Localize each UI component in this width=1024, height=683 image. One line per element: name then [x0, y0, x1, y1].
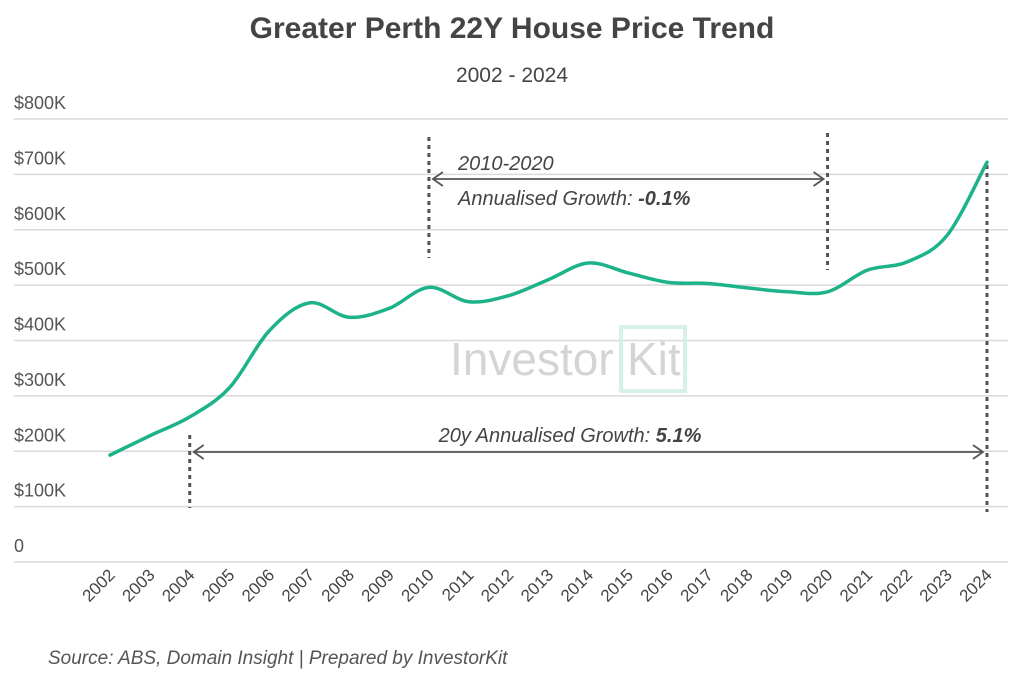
chart-title: Greater Perth 22Y House Price Trend — [250, 12, 775, 45]
chart-subtitle: 2002 - 2024 — [456, 64, 568, 87]
x-tick-label: 2010 — [398, 565, 438, 605]
source-note: Source: ABS, Domain Insight | Prepared b… — [48, 648, 508, 669]
x-tick-label: 2009 — [358, 565, 398, 605]
price-line — [108, 160, 989, 457]
period-growth-text: Annualised Growth: -0.1% — [457, 188, 691, 210]
long-growth-label: 20y Annualised Growth: — [438, 425, 656, 447]
x-tick-label: 2015 — [597, 565, 637, 605]
svg-text:Kit: Kit — [627, 333, 681, 385]
y-tick-label: $300K — [14, 370, 66, 390]
x-tick-label: 2024 — [956, 565, 996, 605]
x-tick-label: 2018 — [716, 565, 756, 605]
x-tick-label: 2013 — [517, 565, 557, 605]
watermark: Investor Kit — [450, 325, 687, 393]
period-label: 2010-2020 — [457, 153, 554, 175]
x-tick-label: 2003 — [119, 565, 159, 605]
arrow-head-right-icon — [813, 171, 826, 187]
grid — [14, 118, 1008, 563]
y-tick-label: $700K — [14, 148, 66, 168]
x-tick-label: 2008 — [318, 565, 358, 605]
x-tick-label: 2020 — [796, 565, 836, 605]
y-tick-label: $600K — [14, 204, 66, 224]
y-tick-label: $500K — [14, 259, 66, 279]
period-growth-label: Annualised Growth: — [457, 188, 638, 210]
x-tick-label: 2002 — [79, 565, 119, 605]
long-growth-value: 5.1% — [656, 425, 702, 447]
y-tick-label: $100K — [14, 481, 66, 501]
x-tick-label: 2022 — [876, 565, 916, 605]
arrow-head-left-icon — [192, 444, 205, 460]
x-tick-label: 2014 — [557, 565, 597, 605]
x-tick-label: 2004 — [158, 565, 198, 605]
y-tick-label: $800K — [14, 93, 66, 113]
x-tick-label: 2023 — [916, 565, 956, 605]
long-growth-text: 20y Annualised Growth: 5.1% — [438, 425, 702, 447]
x-tick-label: 2017 — [677, 565, 717, 605]
x-tick-label: 2016 — [637, 565, 677, 605]
period-growth-value: -0.1% — [638, 188, 690, 210]
x-tick-label: 2011 — [438, 565, 477, 604]
x-tick-label: 2006 — [238, 565, 278, 605]
x-tick-label: 2005 — [198, 565, 238, 605]
annotations: 2010-2020 Annualised Growth: -0.1% 20y Ann… — [188, 133, 989, 512]
x-tick-label: 2021 — [836, 565, 876, 605]
y-tick-label: $200K — [14, 425, 66, 445]
y-tick-label: 0 — [14, 536, 24, 556]
arrow-head-left-icon — [431, 171, 444, 187]
arrow-head-right-icon — [972, 444, 985, 460]
x-tick-label: 2007 — [278, 565, 318, 605]
x-tick-label: 2019 — [756, 565, 796, 605]
x-axis: 2002 2003 2004 2005 2006 2007 2008 2009 2010 2011… — [79, 565, 996, 605]
y-tick-label: $400K — [14, 315, 66, 335]
svg-text:Investor: Investor — [450, 333, 614, 385]
x-tick-label: 2012 — [477, 565, 517, 605]
y-axis: 0 $100K $200K $300K $400K $500K $600K $700K $800… — [14, 93, 66, 556]
